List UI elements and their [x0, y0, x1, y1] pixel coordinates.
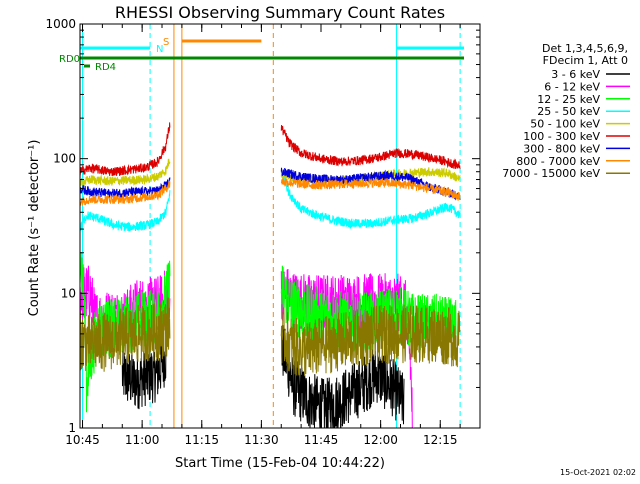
- series-line-6-seg2: [280, 167, 461, 201]
- y-axis-label: Count Rate (s⁻¹ detector⁻¹): [27, 140, 42, 317]
- legend-header: FDecim 1, Att 0: [543, 54, 628, 67]
- legend-label-5: 100 - 300 keV: [523, 130, 600, 143]
- legend-label-4: 50 - 100 keV: [530, 118, 600, 131]
- plot-area: NS RD0 RD4 1 10 100 1000 10:45 11:00 11:15 11:30 11…: [45, 17, 481, 447]
- series-5: [80, 122, 461, 177]
- legend-label-0: 3 - 6 keV: [551, 68, 600, 81]
- x-tick-label: 11:45: [304, 433, 339, 447]
- series-0: [121, 325, 405, 428]
- legend: Det 1,3,4,5,6,9,FDecim 1, Att 03 - 6 keV…: [502, 42, 630, 180]
- y-tick-label: 10: [61, 286, 76, 300]
- plot-frame: [79, 23, 481, 429]
- series-line-7-seg1: [80, 180, 171, 206]
- legend-label-8: 7000 - 15000 keV: [502, 167, 600, 180]
- legend-label-3: 25 - 50 keV: [537, 105, 600, 118]
- rd0-flag-label: RD0: [59, 54, 80, 65]
- series-8: [80, 297, 461, 377]
- x-tick-label: 11:00: [125, 433, 160, 447]
- x-tick-label: 11:30: [244, 433, 279, 447]
- footer-date: 15-Oct-2021 02:02: [560, 468, 636, 477]
- x-axis-label: Start Time (15-Feb-04 10:44:22): [175, 456, 385, 471]
- legend-header: Det 1,3,4,5,6,9,: [542, 42, 628, 55]
- series-line-0-seg1: [121, 336, 167, 410]
- legend-label-2: 12 - 25 keV: [537, 93, 600, 106]
- series-line-3-seg2: [280, 171, 461, 230]
- series-line-8-seg1: [80, 297, 171, 372]
- series-line-4-seg1: [80, 158, 171, 188]
- series-line-8-seg2: [280, 304, 461, 377]
- series-line-7-seg2: [280, 177, 461, 201]
- series-line-5-seg1: [80, 122, 171, 177]
- series-line-5-seg2: [280, 125, 461, 169]
- x-tick-label: 10:45: [65, 433, 100, 447]
- y-tick-label: 1: [68, 421, 76, 435]
- x-tick-label: 12:15: [423, 433, 458, 447]
- legend-label-7: 800 - 7000 keV: [516, 155, 600, 168]
- saa-flag-label: S: [163, 37, 169, 48]
- x-tick-label: 11:15: [184, 433, 219, 447]
- series-7: [80, 177, 461, 206]
- y-tick-label: 100: [53, 152, 76, 166]
- series-line-3-seg1: [80, 190, 171, 234]
- legend-label-6: 300 - 800 keV: [523, 142, 600, 155]
- series-3: [80, 171, 461, 234]
- chart-title: RHESSI Observing Summary Count Rates: [115, 3, 445, 22]
- legend-label-1: 6 - 12 keV: [544, 80, 600, 93]
- y-tick-label: 1000: [45, 17, 76, 31]
- x-tick-label: 12:00: [363, 433, 398, 447]
- series-line-0-seg2: [280, 325, 405, 428]
- night-flag-label: N: [156, 44, 163, 55]
- rd4-flag-label: RD4: [95, 62, 116, 73]
